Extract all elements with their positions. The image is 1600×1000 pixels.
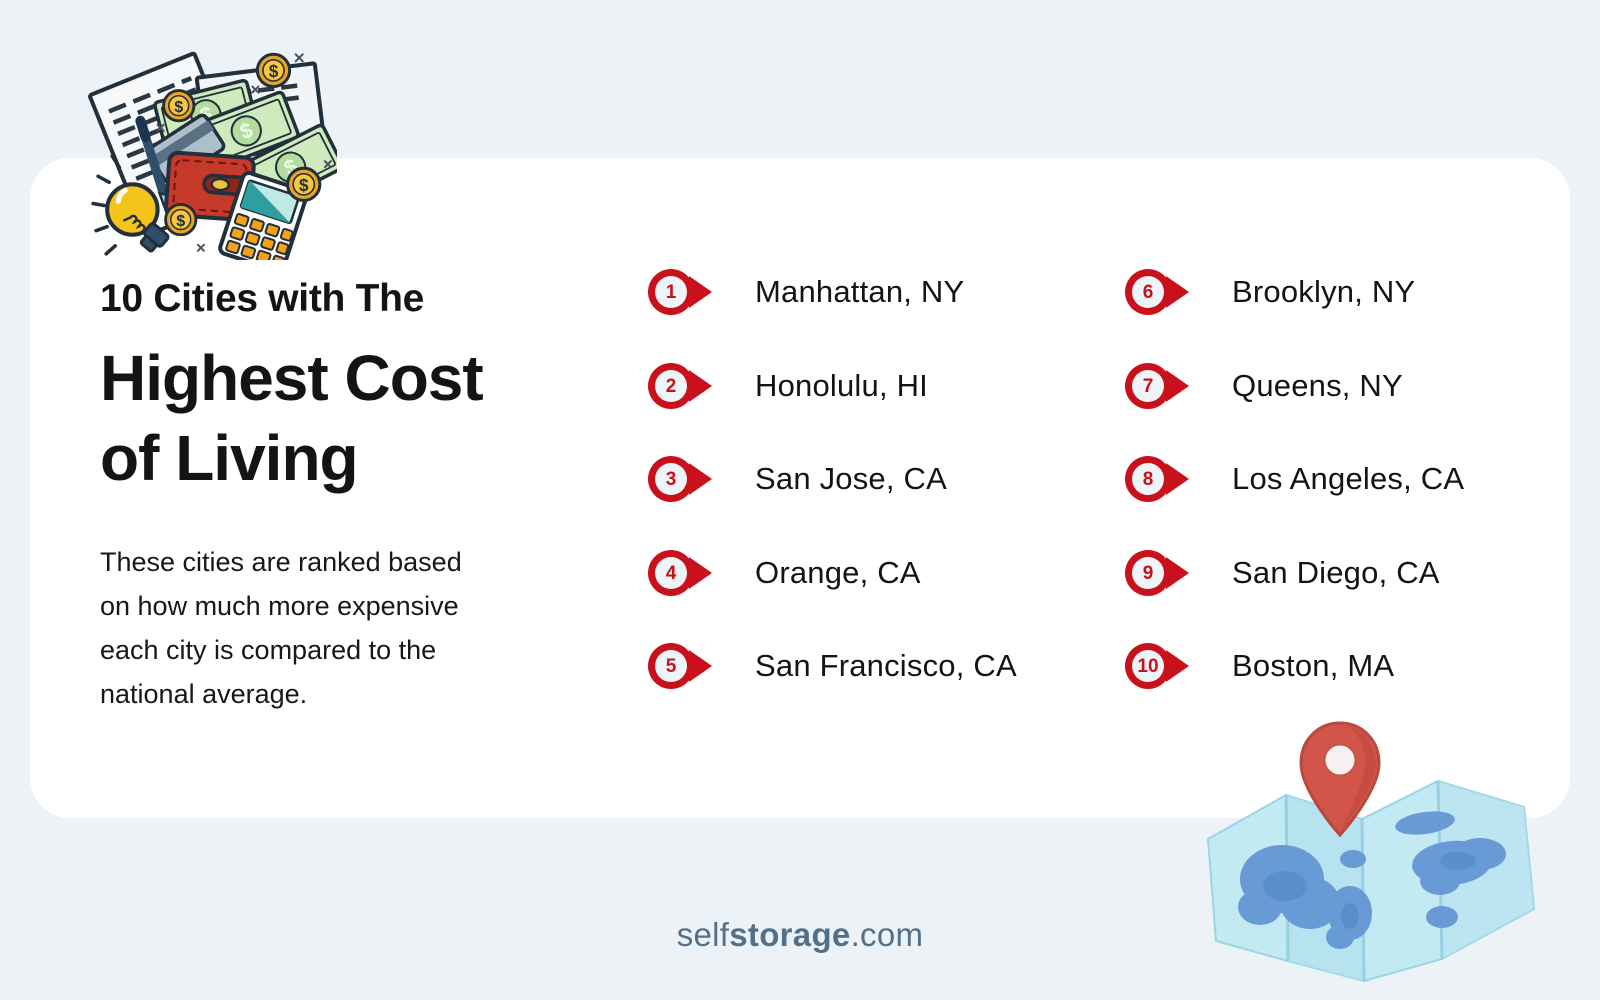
city-list-item: 9 San Diego, CA <box>1125 549 1464 596</box>
rank-number: 5 <box>655 650 687 682</box>
page-title: Highest Cost of Living <box>100 342 484 494</box>
rank-number: 10 <box>1132 650 1164 682</box>
city-list-item: 2 Honolulu, HI <box>648 362 1017 409</box>
city-list-item: 4 Orange, CA <box>648 549 1017 596</box>
description-text: These cities are ranked based on how muc… <box>100 547 462 709</box>
location-pin-icon: 9 <box>1125 549 1189 596</box>
city-list-item: 7 Queens, NY <box>1125 362 1464 409</box>
location-pin-icon: 1 <box>648 269 712 315</box>
location-pin-icon: 5 <box>648 643 712 689</box>
location-pin-icon: 6 <box>1125 269 1189 315</box>
rank-number: 1 <box>655 276 687 308</box>
city-list-column-2: 6 Brooklyn, NY 7 Queens, NY 8 Los Angele… <box>1125 269 1464 737</box>
city-list-item: 3 San Jose, CA <box>648 456 1017 502</box>
rank-number: 4 <box>655 556 687 589</box>
location-pin-icon: 4 <box>648 549 712 596</box>
pin-point <box>689 556 712 589</box>
location-pin-icon: 3 <box>648 456 712 502</box>
lightbulb-icon <box>91 154 170 256</box>
city-list-item: 5 San Francisco, CA <box>648 643 1017 689</box>
location-pin-icon: 7 <box>1125 362 1189 409</box>
logo-text-com: .com <box>850 916 924 953</box>
intro-section: 10 Cities with The Highest Cost of Livin… <box>100 276 580 716</box>
location-pin-icon: 8 <box>1125 456 1189 502</box>
city-label: Los Angeles, CA <box>1232 461 1465 496</box>
city-list-item: 1 Manhattan, NY <box>648 269 1017 315</box>
content-card <box>30 158 1570 818</box>
calculator <box>218 170 309 260</box>
rank-number: 9 <box>1132 556 1164 589</box>
city-list-item: 10 Boston, MA <box>1125 643 1464 689</box>
city-label: San Jose, CA <box>755 461 947 496</box>
city-label: San Diego, CA <box>1232 554 1440 590</box>
rank-number: 6 <box>1132 276 1164 308</box>
location-pin-icon: 10 <box>1125 643 1189 689</box>
pin-point <box>1166 369 1189 402</box>
city-list-column-1: 1 Manhattan, NY 2 Honolulu, HI 3 San Jos… <box>648 269 1017 737</box>
kicker-text: 10 Cities with The <box>100 277 425 320</box>
map-illustration <box>1206 721 1536 983</box>
finance-illustration: $ $ <box>88 51 337 260</box>
pin-point <box>689 276 712 308</box>
map-location-pin-icon <box>1299 721 1381 838</box>
city-label: Queens, NY <box>1232 367 1403 403</box>
pin-point <box>1166 463 1189 495</box>
pin-point <box>1166 556 1189 589</box>
pin-point <box>689 369 712 402</box>
logo-text-storage: storage <box>729 916 851 953</box>
pin-point <box>689 650 712 682</box>
pin-point <box>1166 650 1189 682</box>
logo-text-self: self <box>676 916 730 953</box>
pin-point <box>689 463 712 495</box>
rank-number: 2 <box>655 369 687 402</box>
rank-number: 3 <box>655 463 687 495</box>
city-label: Boston, MA <box>1232 648 1395 683</box>
map-water-blobs <box>1238 811 1506 949</box>
city-label: Orange, CA <box>755 554 921 590</box>
rank-number: 8 <box>1132 463 1164 495</box>
city-list-item: 8 Los Angeles, CA <box>1125 456 1464 502</box>
city-label: Manhattan, NY <box>755 274 965 309</box>
city-list-item: 6 Brooklyn, NY <box>1125 269 1464 315</box>
footer-logo: selfstorage.com <box>0 916 1600 954</box>
city-label: Brooklyn, NY <box>1232 274 1416 309</box>
sparkles <box>156 53 332 252</box>
rank-number: 7 <box>1132 369 1164 402</box>
folded-map <box>1206 779 1536 983</box>
city-label: Honolulu, HI <box>755 367 928 403</box>
pin-point <box>1166 276 1189 308</box>
city-label: San Francisco, CA <box>755 648 1017 683</box>
location-pin-icon: 2 <box>648 362 712 409</box>
